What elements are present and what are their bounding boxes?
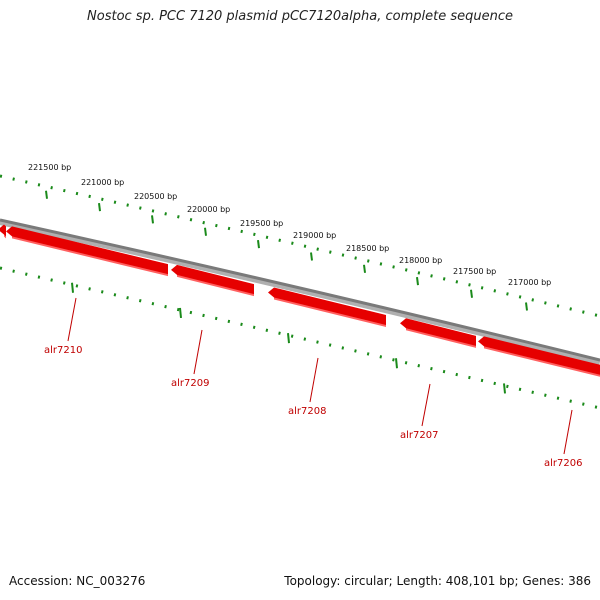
gene-leader-line (309, 357, 319, 403)
inner-major-tick (287, 333, 290, 344)
gene-leader-line (421, 383, 431, 427)
bp-tick-label: 219500 bp (240, 219, 283, 228)
gene-arrow[interactable] (478, 336, 600, 375)
gene-arrow[interactable] (268, 287, 386, 325)
gene-arrow[interactable] (171, 264, 254, 295)
gene-labels: alr7210 alr7209 alr7208 alr7207 alr7206 (44, 297, 582, 469)
bp-tick-labels: 221500 bp 221000 bp 220500 bp 220000 bp 2195… (28, 163, 551, 287)
outer-major-tick (45, 190, 48, 199)
gene-leader-line (67, 297, 77, 342)
outer-major-tick (204, 227, 207, 236)
outer-major-tick (151, 215, 154, 224)
backbone (0, 218, 600, 362)
outer-major-tick (470, 289, 473, 298)
bp-tick-label: 218500 bp (346, 244, 389, 253)
inner-major-tick (503, 383, 506, 394)
gene-arrow[interactable] (400, 318, 476, 346)
gene-arrows (0, 224, 600, 377)
inner-major-tick (71, 282, 74, 293)
backbone-shadow (0, 219, 600, 365)
gene-label: alr7206 (544, 458, 582, 469)
outer-major-tick (363, 264, 366, 273)
map-title: Nostoc sp. PCC 7120 plasmid pCC7120alpha… (87, 9, 513, 24)
outer-major-tick (257, 239, 260, 249)
inner-major-tick (179, 307, 182, 319)
accession-text: Accession: NC_003276 (9, 574, 146, 588)
bp-tick-label: 220000 bp (187, 205, 230, 214)
outer-major-tick (416, 277, 419, 286)
bp-tick-label: 219000 bp (293, 231, 336, 240)
outer-major-tick (98, 202, 101, 212)
bp-tick-label: 217000 bp (508, 278, 551, 287)
bp-tick-label: 217500 bp (453, 267, 496, 276)
outer-major-ticks (45, 190, 528, 311)
gene-label: alr7207 (400, 430, 438, 441)
gene-label: alr7210 (44, 345, 82, 356)
gene-arrow[interactable] (0, 224, 6, 237)
gene-leader-line (193, 329, 203, 375)
inner-major-ticks (71, 282, 506, 394)
gene-arrow[interactable] (6, 226, 168, 275)
bp-tick-label: 221500 bp (28, 163, 71, 172)
bp-tick-label: 218000 bp (399, 256, 442, 265)
outer-major-tick (310, 252, 313, 261)
bp-tick-label: 220500 bp (134, 192, 177, 201)
outer-major-tick (525, 302, 528, 311)
gene-leader-line (563, 409, 573, 455)
summary-text: Topology: circular; Length: 408,101 bp; … (284, 574, 591, 588)
inner-major-tick (395, 358, 398, 369)
bp-tick-label: 221000 bp (81, 178, 124, 187)
gene-label: alr7209 (171, 378, 209, 389)
gene-label: alr7208 (288, 406, 326, 417)
